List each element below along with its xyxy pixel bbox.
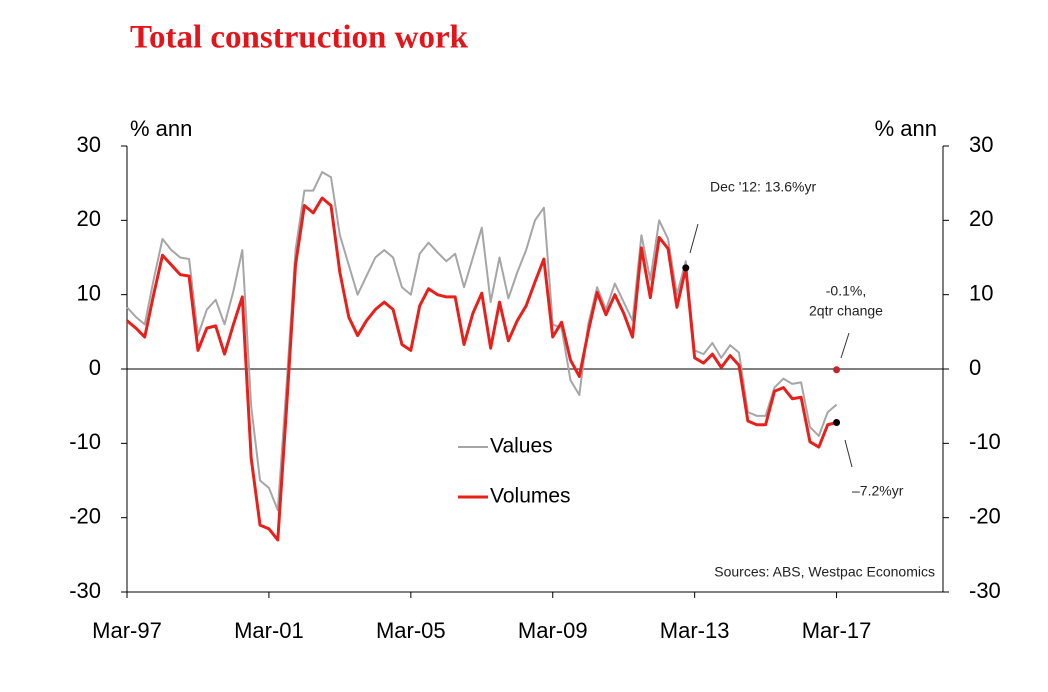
annotation-leader bbox=[689, 223, 699, 254]
series-line bbox=[126, 171, 838, 512]
y2-tick-label: 20 bbox=[969, 206, 993, 231]
y-tick-label: 10 bbox=[77, 280, 101, 305]
annotation-leader bbox=[840, 332, 850, 359]
x-tick-label: Mar-05 bbox=[376, 618, 446, 643]
y-tick-label: -30 bbox=[69, 578, 101, 603]
legend-label: Volumes bbox=[490, 485, 571, 508]
series-line bbox=[126, 196, 837, 542]
annotation-dot bbox=[833, 366, 841, 374]
y-tick-label: -20 bbox=[69, 503, 101, 528]
annotation-leader bbox=[844, 439, 853, 468]
y2-tick-label: -30 bbox=[969, 578, 1001, 603]
y-tick-label: 20 bbox=[77, 206, 101, 231]
annotation: 2qtr change bbox=[809, 303, 883, 319]
annotation: Dec '12: 13.6%yr bbox=[710, 179, 817, 195]
x-tick-label: Mar-01 bbox=[234, 618, 304, 643]
y2-tick-label: -20 bbox=[969, 503, 1001, 528]
y-tick-label: -10 bbox=[69, 429, 101, 454]
y2-tick-label: -10 bbox=[969, 429, 1001, 454]
x-tick-label: Mar-09 bbox=[518, 618, 588, 643]
x-tick-label: Mar-13 bbox=[660, 618, 730, 643]
y-tick-label: 30 bbox=[77, 132, 101, 157]
chart-title: Total construction work bbox=[130, 20, 469, 56]
x-tick-label: Mar-17 bbox=[802, 618, 872, 643]
annotation: -0.1%, bbox=[826, 283, 866, 299]
annotation-dot bbox=[682, 264, 690, 272]
source-note: Sources: ABS, Westpac Economics bbox=[714, 564, 935, 580]
x-tick-label: Mar-97 bbox=[92, 618, 162, 643]
legend-label: Values bbox=[490, 435, 553, 458]
y2-tick-label: 0 bbox=[969, 355, 981, 380]
y2-tick-label: 30 bbox=[969, 132, 993, 157]
annotation-dot bbox=[833, 419, 841, 427]
annotation: –7.2%yr bbox=[852, 483, 904, 499]
y2-tick-label: 10 bbox=[969, 280, 993, 305]
y-axis-label: % ann bbox=[130, 116, 192, 141]
y2-axis-label: % ann bbox=[875, 116, 937, 141]
y-tick-label: 0 bbox=[89, 355, 101, 380]
